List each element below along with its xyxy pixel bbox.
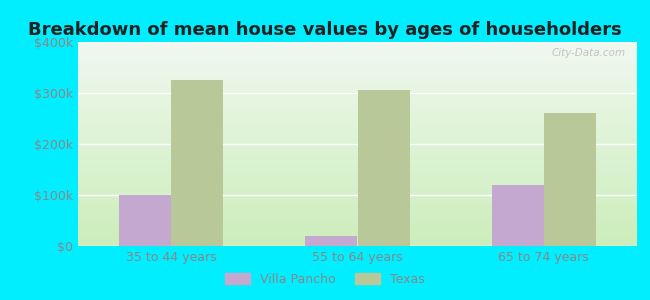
Text: Breakdown of mean house values by ages of householders: Breakdown of mean house values by ages o…	[28, 21, 622, 39]
Bar	[306, 236, 358, 246]
Legend: Villa Pancho, Texas: Villa Pancho, Texas	[220, 268, 430, 291]
Bar	[544, 113, 596, 246]
Bar	[171, 80, 224, 246]
Bar	[358, 90, 410, 246]
Bar	[119, 195, 171, 246]
Text: City-Data.com: City-Data.com	[552, 48, 626, 58]
Bar	[491, 185, 544, 246]
